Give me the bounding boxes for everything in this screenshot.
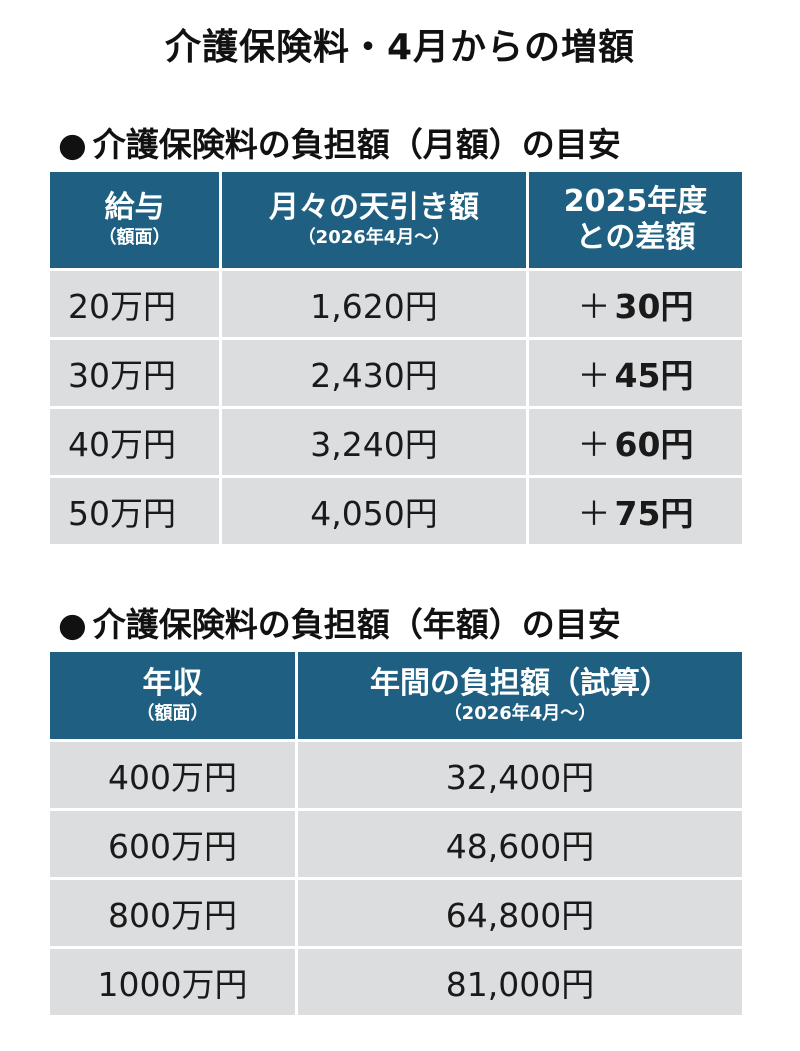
diff-value: 30円 (614, 287, 694, 326)
header-diff: 2025年度 との差額 (529, 172, 742, 268)
cell-deduction: 3,240円 (222, 409, 526, 475)
bullet-icon: ● (58, 605, 87, 644)
cell-salary: 40万円 (50, 409, 219, 475)
header-burden-sublabel: （2026年4月～） (443, 702, 597, 724)
cell-salary: 20万円 (50, 271, 219, 337)
page-title: 介護保険料・4月からの増額 (164, 27, 636, 68)
header-income: 年収 （額面） (50, 652, 295, 739)
header-deduction: 月々の天引き額 （2026年4月～） (222, 172, 526, 268)
monthly-heading-text: 介護保険料の負担額（月額）の目安 (92, 125, 621, 164)
cell-burden: 48,600円 (298, 811, 742, 877)
cell-income: 1000万円 (50, 949, 295, 1015)
header-diff-label-2: との差額 (575, 220, 696, 255)
annual-heading-text: 介護保険料の負担額（年額）の目安 (92, 605, 621, 644)
plus-sign: ＋ (577, 494, 611, 533)
plus-sign: ＋ (577, 287, 611, 326)
header-income-label: 年収 (142, 665, 203, 701)
cell-diff: ＋ 75円 (529, 478, 742, 544)
header-income-sublabel: （額面） (136, 702, 209, 724)
cell-burden: 32,400円 (298, 742, 742, 808)
cell-deduction: 4,050円 (222, 478, 526, 544)
cell-income: 600万円 (50, 811, 295, 877)
diff-value: 45円 (614, 356, 694, 395)
header-salary-label: 給与 (104, 190, 165, 225)
diff-value: 60円 (614, 425, 694, 464)
header-diff-label: 2025年度 (563, 184, 708, 219)
header-burden: 年間の負担額（試算） （2026年4月～） (298, 652, 742, 739)
plus-sign: ＋ (577, 356, 611, 395)
header-deduction-label: 月々の天引き額 (269, 190, 479, 225)
annual-section-heading: ● 介護保険料の負担額（年額）の目安 (58, 598, 621, 646)
cell-diff: ＋ 45円 (529, 340, 742, 406)
plus-sign: ＋ (577, 425, 611, 464)
header-salary-sublabel: （額面） (98, 227, 171, 248)
diff-value: 75円 (614, 494, 694, 533)
annual-table: 年収 （額面） 年間の負担額（試算） （2026年4月～） 400万円 32,4… (50, 652, 742, 1015)
monthly-table: 給与 （額面） 月々の天引き額 （2026年4月～） 2025年度 との差額 2… (50, 172, 742, 544)
cell-diff: ＋ 60円 (529, 409, 742, 475)
cell-burden: 81,000円 (298, 949, 742, 1015)
cell-salary: 30万円 (50, 340, 219, 406)
cell-income: 400万円 (50, 742, 295, 808)
cell-deduction: 2,430円 (222, 340, 526, 406)
monthly-section-heading: ● 介護保険料の負担額（月額）の目安 (58, 118, 621, 166)
cell-deduction: 1,620円 (222, 271, 526, 337)
header-salary: 給与 （額面） (50, 172, 219, 268)
cell-diff: ＋ 30円 (529, 271, 742, 337)
header-deduction-sublabel: （2026年4月～） (297, 227, 451, 248)
header-burden-label: 年間の負担額（試算） (370, 665, 670, 701)
cell-burden: 64,800円 (298, 880, 742, 946)
bullet-icon: ● (58, 125, 87, 164)
cell-income: 800万円 (50, 880, 295, 946)
cell-salary: 50万円 (50, 478, 219, 544)
